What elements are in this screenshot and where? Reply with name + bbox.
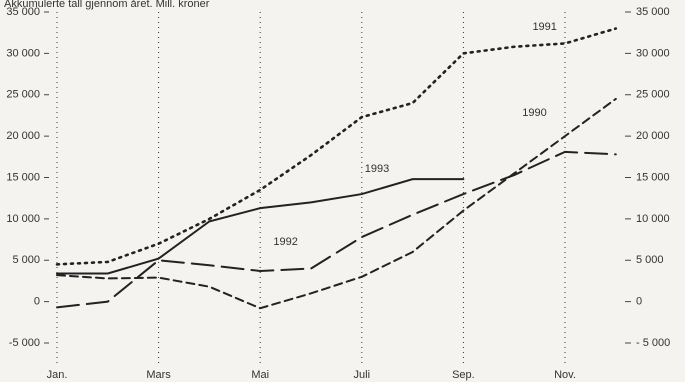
series-line [56,97,617,310]
y-tick-label: 10 000 [6,213,40,225]
x-tick-label: Mai [251,369,269,381]
y2-tick-label: 15 000 [636,171,670,183]
y-tick-label: 0 [34,296,40,308]
series-line [55,27,618,266]
y-tick-label: -5 000 [9,337,40,349]
y2-tick-label: - 5 000 [636,337,670,349]
y-tick-label: 25 000 [6,89,40,101]
series-label: 1991 [532,21,556,33]
chart-title: Akkumulerte tall gjennom året. Mill. kro… [4,0,210,10]
y-tick-label: 5 000 [12,254,40,266]
y-tick-label: 35 000 [6,6,40,18]
series-label: 1990 [522,107,546,119]
x-tick-label: Sep. [452,369,475,381]
series-line [56,150,617,309]
series-label: 1993 [365,163,389,175]
y-tick-label: 20 000 [6,130,40,142]
y2-tick-label: 35 000 [636,6,670,18]
y2-tick-label: 10 000 [636,213,670,225]
x-tick-label: Mars [146,369,171,381]
y2-tick-label: 25 000 [636,89,670,101]
y2-tick-label: 20 000 [636,130,670,142]
x-tick-label: Jan. [47,369,68,381]
y2-tick-label: 5 000 [636,254,664,266]
series-label: 1992 [273,236,297,248]
x-tick-label: Nov. [554,369,576,381]
y-tick-label: 30 000 [6,47,40,59]
series-line [56,178,465,275]
y2-tick-label: 0 [636,296,642,308]
y2-tick-label: 30 000 [636,47,670,59]
y-tick-label: 15 000 [6,171,40,183]
x-tick-label: Juli [354,369,371,381]
